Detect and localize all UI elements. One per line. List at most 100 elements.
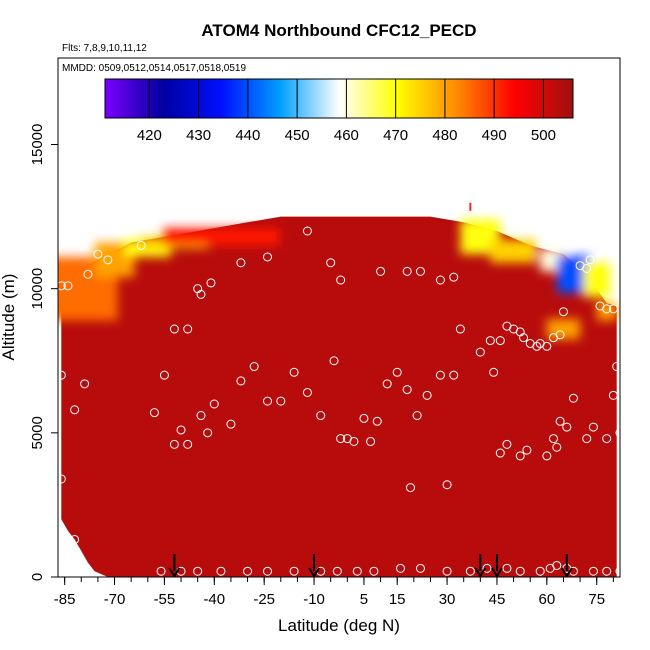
observation-point <box>485 336 495 346</box>
observation-point <box>442 480 452 490</box>
observation-point <box>376 266 386 276</box>
colorbar-tick-label: 490 <box>482 127 507 144</box>
colorbar-tick-label: 430 <box>186 127 211 144</box>
observation-point <box>156 566 166 576</box>
flight-arrow <box>308 554 320 577</box>
observation-point <box>216 566 226 576</box>
observation-point <box>495 448 505 458</box>
observation-point <box>608 304 618 314</box>
observation-point <box>568 393 578 403</box>
observation-point <box>602 566 612 576</box>
x-tick-label: -85 <box>54 591 76 608</box>
x-axis-label: Latitude (deg N) <box>278 616 400 635</box>
y-tick-label: 5000 <box>29 416 46 449</box>
observation-point <box>352 566 362 576</box>
observation-point <box>236 376 246 386</box>
observation-point <box>415 563 425 573</box>
flight-arrow <box>560 554 573 577</box>
observation-point <box>103 255 113 265</box>
observation-point <box>552 442 562 452</box>
observation-point <box>169 439 179 449</box>
observation-point <box>552 560 562 570</box>
y-tick-label: 10000 <box>29 268 46 310</box>
observation-point <box>302 387 312 397</box>
observation-point <box>206 278 216 288</box>
colorbar-tick-label: 440 <box>235 127 260 144</box>
flight-arrow <box>168 554 181 577</box>
colorbar: 420 430 440 450 460 470 480 490 500 <box>104 78 574 144</box>
observation-point <box>415 266 425 276</box>
observation-point <box>263 566 273 576</box>
observation-point <box>602 304 612 314</box>
observation-point <box>502 563 512 573</box>
observation-point <box>612 362 620 372</box>
observation-point <box>276 396 286 406</box>
observation-point <box>402 385 412 395</box>
observation-point <box>402 266 412 276</box>
observation-point <box>465 566 475 576</box>
observation-point <box>236 258 246 268</box>
observation-point <box>422 390 432 400</box>
x-tick-label: -10 <box>303 591 325 608</box>
observation-point <box>176 425 186 435</box>
observation-point <box>519 333 529 343</box>
observation-point <box>63 281 73 291</box>
observation-point <box>196 411 206 421</box>
observation-point <box>58 370 66 380</box>
data-region <box>61 216 617 577</box>
observation-point <box>489 367 499 377</box>
observation-point <box>582 263 592 273</box>
observation-point <box>209 399 219 409</box>
flight-arrow <box>491 554 503 577</box>
observation-point <box>83 269 93 279</box>
observation-point <box>615 566 620 576</box>
observation-point <box>332 566 342 576</box>
flights-label: Flts: 7,8,9,10,11,12 <box>62 43 147 54</box>
x-tick-label: 5 <box>360 591 368 608</box>
flight-arrows <box>168 554 573 577</box>
observation-point <box>302 226 312 236</box>
x-tick-label: -55 <box>154 591 176 608</box>
x-tick-label: 30 <box>439 591 456 608</box>
x-tick-label: 15 <box>389 591 406 608</box>
observation-point <box>369 566 379 576</box>
observation-point <box>193 566 203 576</box>
observation-point <box>608 390 618 400</box>
observation-point <box>58 281 66 291</box>
observation-point <box>412 411 422 421</box>
color-feature <box>583 262 611 298</box>
x-tick-label: 60 <box>538 591 555 608</box>
observation-point <box>249 362 259 372</box>
observation-point <box>136 240 146 250</box>
colorbar-scale <box>104 78 574 119</box>
observation-point <box>149 408 159 418</box>
colorbar-tick-label: 420 <box>137 127 162 144</box>
observation-point <box>515 566 525 576</box>
observation-point <box>289 566 299 576</box>
observation-point <box>396 563 406 573</box>
observation-point <box>602 434 612 444</box>
observation-point <box>449 370 459 380</box>
observation-point <box>532 341 542 351</box>
observation-point <box>316 411 326 421</box>
observation-point <box>548 434 558 444</box>
observation-point <box>449 272 459 282</box>
y-tick-label: 15000 <box>29 124 46 166</box>
observation-point <box>329 356 339 366</box>
colorbar-tick-label: 470 <box>383 127 408 144</box>
observation-point <box>349 436 359 446</box>
plot-frame <box>57 57 621 578</box>
observation-point <box>542 341 552 351</box>
observation-point <box>558 307 568 317</box>
observation-point <box>243 566 253 576</box>
colorbar-ticks: 420 430 440 450 460 470 480 490 500 <box>137 79 556 144</box>
observation-point <box>515 451 525 461</box>
observation-point <box>169 324 179 334</box>
observation-point <box>336 434 346 444</box>
observation-point <box>263 396 273 406</box>
observation-point <box>535 566 545 576</box>
plot-area <box>58 202 620 577</box>
chart-title: ATOM4 Northbound CFC12_PECD <box>201 21 476 40</box>
observation-point <box>392 367 402 377</box>
